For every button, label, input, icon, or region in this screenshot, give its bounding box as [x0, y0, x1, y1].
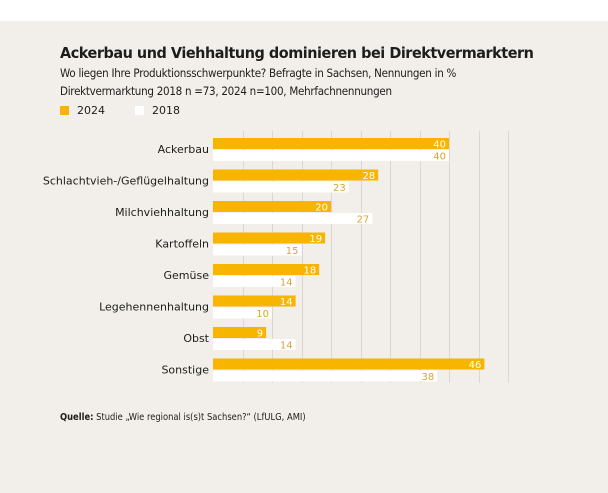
value-label-2024: 14 — [280, 297, 293, 308]
value-label-2018: 14 — [280, 341, 293, 352]
value-label-2024: 9 — [257, 329, 263, 340]
bar-2018 — [213, 150, 449, 161]
legend-item-2018: 2018 — [135, 104, 180, 117]
value-label-2018: 10 — [256, 309, 269, 320]
legend-label-2024: 2024 — [77, 104, 105, 117]
bar-2024 — [213, 169, 379, 181]
chart-title: Ackerbau und Viehhaltung dominieren bei … — [60, 44, 534, 62]
bar-2024 — [213, 264, 320, 275]
value-label-2024: 19 — [309, 234, 322, 245]
value-label-2024: 20 — [315, 203, 328, 214]
legend-label-2018: 2018 — [152, 104, 180, 117]
source-note: Quelle: Studie „Wie regional is(s)t Sach… — [60, 412, 306, 423]
category-labels: Ackerbau Schlachtvieh-/Geflügelhaltung Mil… — [43, 143, 210, 377]
value-label-2018: 27 — [357, 215, 370, 226]
bar-2018 — [213, 213, 373, 224]
bar-2024 — [213, 201, 331, 212]
value-label-2018: 15 — [286, 246, 299, 257]
chart-subtitle-question: Wo liegen Ihre Produktionsschwerpunkte? … — [60, 66, 457, 80]
category-label: Gemüse — [164, 269, 210, 282]
legend-swatch-2018 — [135, 106, 144, 115]
category-label: Sonstige — [161, 364, 209, 377]
value-label-2018: 14 — [280, 278, 293, 289]
bar-2018 — [213, 307, 272, 319]
bars — [213, 138, 485, 382]
value-label-2024: 28 — [362, 171, 375, 182]
category-label: Milchviehhaltung — [115, 206, 209, 219]
legend-item-2024: 2024 — [60, 104, 105, 117]
source-label: Quelle: — [60, 412, 94, 423]
bar-2024 — [213, 138, 449, 149]
value-label-2018: 38 — [421, 372, 434, 383]
bar-2024 — [213, 232, 326, 244]
bar-2024 — [213, 295, 296, 307]
value-label-2018: 40 — [433, 152, 446, 163]
value-label-2024: 40 — [433, 140, 446, 151]
bar-2018 — [213, 276, 296, 287]
bar-2024 — [213, 327, 267, 338]
value-label-2024: 18 — [303, 266, 316, 277]
category-label: Ackerbau — [158, 143, 209, 156]
category-label: Obst — [183, 332, 209, 345]
category-label: Schlachtvieh-/Geflügelhaltung — [43, 175, 209, 188]
bar-2018 — [213, 370, 438, 382]
bar-2024 — [213, 358, 485, 370]
value-label-2018: 23 — [333, 183, 346, 194]
chart-subtitle-sample: Direktvermarktung 2018 n =73, 2024 n=100… — [60, 84, 392, 98]
chart-panel — [0, 21, 608, 493]
category-label: Kartoffeln — [155, 238, 209, 251]
category-label: Legehennenhaltung — [99, 301, 209, 314]
bar-2018 — [213, 181, 349, 193]
source-text: Studie „Wie regional is(s)t Sachsen?“ (L… — [93, 412, 306, 423]
value-label-2024: 46 — [469, 360, 482, 371]
bar-2018 — [213, 339, 296, 350]
legend-swatch-2024 — [60, 106, 69, 115]
bar-2018 — [213, 244, 302, 256]
